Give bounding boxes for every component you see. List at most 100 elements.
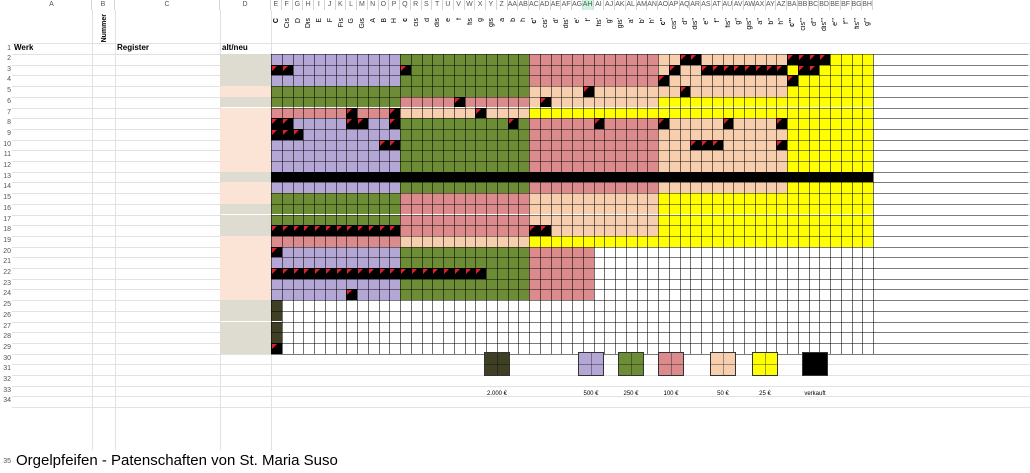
column-header-ae[interactable]: AE [550, 0, 562, 10]
row-header-29[interactable]: 29 [3, 343, 11, 351]
row-header-18[interactable]: 18 [3, 226, 11, 234]
column-header-au[interactable]: AU [722, 0, 734, 10]
column-header-ah[interactable]: AH [582, 0, 594, 10]
row-header-1[interactable]: 1 [7, 45, 11, 52]
column-header-c[interactable]: C [115, 0, 220, 10]
column-header-aw[interactable]: AW [744, 0, 756, 10]
column-header-l[interactable]: L [346, 0, 357, 10]
column-header-at[interactable]: AT [712, 0, 723, 10]
column-header-bh[interactable]: BH [862, 0, 873, 10]
row-header-11[interactable]: 11 [3, 151, 11, 159]
column-header-bc[interactable]: BC [808, 0, 820, 10]
column-header-aq[interactable]: AQ [679, 0, 691, 10]
column-header-r[interactable]: R [411, 0, 422, 10]
pipe-range-dark[interactable] [271, 310, 282, 322]
pipe-range-dark[interactable] [271, 321, 282, 333]
column-header-k[interactable]: K [336, 0, 347, 10]
column-header-bf[interactable]: BF [841, 0, 852, 10]
column-header-ac[interactable]: AC [529, 0, 540, 10]
row-header-35[interactable]: 35 [3, 458, 11, 465]
row-header-4[interactable]: 4 [7, 76, 11, 84]
row-header-16[interactable]: 16 [3, 204, 11, 212]
column-header-ak[interactable]: AK [615, 0, 626, 10]
column-header-a[interactable]: A [12, 0, 92, 10]
column-header-ay[interactable]: AY [765, 0, 777, 10]
column-header-d[interactable]: D [220, 0, 271, 10]
column-header-m[interactable]: M [357, 0, 368, 10]
row-header-9[interactable]: 9 [7, 129, 11, 137]
row-header-33[interactable]: 33 [3, 386, 11, 394]
column-header-ao[interactable]: AO [658, 0, 669, 10]
row-header-26[interactable]: 26 [3, 311, 11, 319]
column-header-q[interactable]: Q [400, 0, 411, 10]
column-header-n[interactable]: N [368, 0, 379, 10]
row-header-31[interactable]: 31 [3, 365, 11, 373]
column-header-am[interactable]: AM [636, 0, 648, 10]
row-header-24[interactable]: 24 [3, 290, 11, 298]
row-header-22[interactable]: 22 [3, 269, 11, 276]
column-header-an[interactable]: AN [647, 0, 658, 10]
column-header-as[interactable]: AS [701, 0, 712, 10]
column-header-j[interactable]: J [325, 0, 336, 10]
column-header-bg[interactable]: BG [851, 0, 863, 10]
row-header-21[interactable]: 21 [3, 258, 11, 266]
column-header-ad[interactable]: AD [539, 0, 551, 10]
column-header-i[interactable]: I [314, 0, 325, 10]
row-header-34[interactable]: 34 [3, 397, 11, 405]
column-header-ba[interactable]: BA [787, 0, 798, 10]
column-header-bd[interactable]: BD [819, 0, 830, 10]
row-header-3[interactable]: 3 [7, 65, 11, 73]
row-header-32[interactable]: 32 [3, 376, 11, 383]
row-header-17[interactable]: 17 [3, 215, 11, 223]
column-header-g[interactable]: G [293, 0, 304, 10]
row-header-23[interactable]: 23 [3, 279, 11, 287]
column-header-f[interactable]: F [282, 0, 293, 10]
column-header-y[interactable]: Y [486, 0, 497, 10]
column-header-b[interactable]: B [92, 0, 115, 10]
row-header-12[interactable]: 12 [3, 162, 11, 169]
row-header-13[interactable]: 13 [3, 172, 11, 180]
column-header-be[interactable]: BE [830, 0, 841, 10]
row-header-6[interactable]: 6 [7, 97, 11, 105]
column-header-o[interactable]: O [379, 0, 390, 10]
row-header-15[interactable]: 15 [3, 194, 11, 202]
column-header-ax[interactable]: AX [754, 0, 766, 10]
column-header-p[interactable]: P [389, 0, 400, 10]
column-header-s[interactable]: S [422, 0, 433, 10]
column-header-u[interactable]: U [443, 0, 454, 10]
column-header-aj[interactable]: AJ [605, 0, 615, 10]
column-header-al[interactable]: AL [626, 0, 637, 10]
row-header-27[interactable]: 27 [3, 322, 11, 330]
row-header-20[interactable]: 20 [3, 247, 11, 255]
column-header-af[interactable]: AF [561, 0, 572, 10]
column-header-t[interactable]: T [432, 0, 443, 10]
row-header-5[interactable]: 5 [7, 87, 11, 95]
column-header-e[interactable]: E [271, 0, 282, 10]
column-header-ab[interactable]: AB [518, 0, 529, 10]
row-header-8[interactable]: 8 [7, 119, 11, 127]
column-header-ar[interactable]: AR [690, 0, 701, 10]
column-header-aa[interactable]: AA [507, 0, 519, 10]
pipe-range-dark[interactable] [271, 300, 282, 311]
column-header-az[interactable]: AZ [776, 0, 787, 10]
column-header-x[interactable]: X [475, 0, 486, 10]
row-header-2[interactable]: 2 [7, 55, 11, 62]
column-header-v[interactable]: V [454, 0, 465, 10]
row-header-10[interactable]: 10 [3, 140, 11, 148]
column-header-av[interactable]: AV [733, 0, 744, 10]
column-header-ag[interactable]: AG [572, 0, 583, 10]
row-header-25[interactable]: 25 [3, 301, 11, 309]
row-header-28[interactable]: 28 [3, 333, 11, 341]
column-header-ai[interactable]: AI [594, 0, 605, 10]
column-header-z[interactable]: Z [497, 0, 508, 10]
row-header-7[interactable]: 7 [7, 108, 11, 116]
column-header-bb[interactable]: BB [797, 0, 809, 10]
column-header-ap[interactable]: AP [668, 0, 680, 10]
column-header-h[interactable]: H [303, 0, 314, 10]
pipe-range-dark[interactable] [271, 332, 282, 343]
row-header-30[interactable]: 30 [3, 354, 11, 362]
row-header-14[interactable]: 14 [3, 183, 11, 191]
row-header-19[interactable]: 19 [3, 236, 11, 244]
column-header-w[interactable]: W [465, 0, 476, 10]
